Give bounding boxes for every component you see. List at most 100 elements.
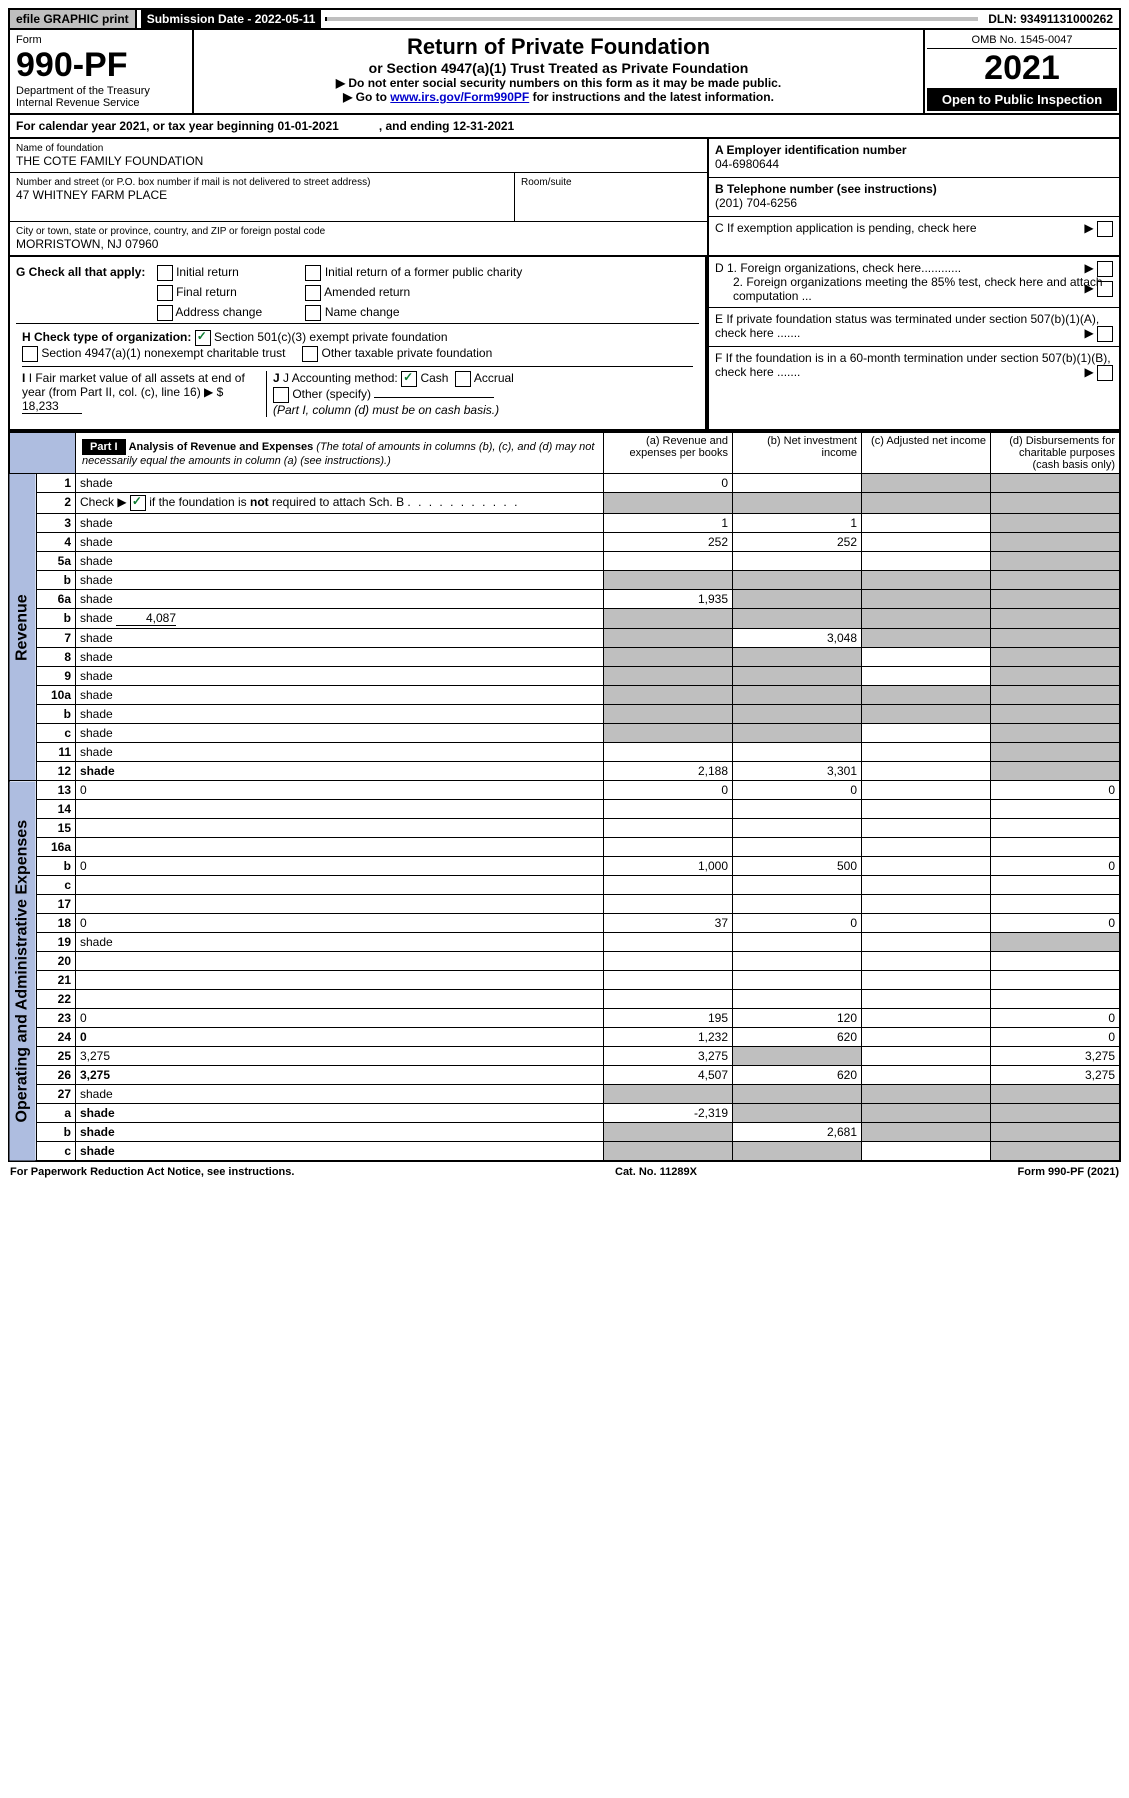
line-desc: shade <box>76 1104 604 1123</box>
cell-value <box>604 800 733 819</box>
line-desc: shade <box>76 533 604 552</box>
j-accrual-checkbox[interactable] <box>455 371 471 387</box>
cell-value: 0 <box>604 781 733 800</box>
table-row: 3shade11 <box>9 514 1120 533</box>
checks-block: G Check all that apply: Initial return F… <box>8 257 1121 431</box>
line-desc: shade <box>76 552 604 571</box>
table-row: 5ashade <box>9 552 1120 571</box>
schb-checkbox[interactable] <box>130 495 146 511</box>
e-checkbox[interactable] <box>1097 326 1113 342</box>
g-initial-former-checkbox[interactable] <box>305 265 321 281</box>
h-501c3-checkbox[interactable] <box>195 330 211 346</box>
table-row: 22 <box>9 990 1120 1009</box>
cell-value: 0 <box>991 914 1121 933</box>
cell-value <box>862 762 991 781</box>
line-desc <box>76 819 604 838</box>
cell-shaded <box>733 571 862 590</box>
exemption-row: C If exemption application is pending, c… <box>709 217 1119 255</box>
cell-shaded <box>991 1085 1121 1104</box>
cell-value <box>862 514 991 533</box>
cell-shaded <box>862 1104 991 1123</box>
cell-shaded <box>991 1142 1121 1162</box>
table-row: 17 <box>9 895 1120 914</box>
h-4947-checkbox[interactable] <box>22 346 38 362</box>
submission-date-spacer <box>325 17 978 21</box>
part-i-title: Analysis of Revenue and Expenses <box>129 441 314 453</box>
submission-date-label: Submission Date - 2022-05-11 <box>141 10 322 28</box>
cell-value: 3,301 <box>733 762 862 781</box>
line-desc: shade <box>76 743 604 762</box>
e-label: E If private foundation status was termi… <box>715 312 1099 340</box>
cell-shaded <box>733 590 862 609</box>
form-box: Form 990-PF Department of the Treasury I… <box>10 30 194 113</box>
table-row: 20 <box>9 952 1120 971</box>
j-label: J Accounting method: <box>283 371 398 385</box>
table-row: c <box>9 876 1120 895</box>
footer-left: For Paperwork Reduction Act Notice, see … <box>10 1166 294 1178</box>
line-desc: shade <box>76 648 604 667</box>
g-amended-checkbox[interactable] <box>305 285 321 301</box>
cell-shaded <box>991 533 1121 552</box>
cell-shaded <box>604 629 733 648</box>
d1-checkbox[interactable] <box>1097 261 1113 277</box>
phone-value: (201) 704-6256 <box>715 196 797 210</box>
cell-value: 3,048 <box>733 629 862 648</box>
cell-value <box>862 990 991 1009</box>
name-label: Name of foundation <box>16 143 701 154</box>
cell-value <box>862 1066 991 1085</box>
cell-value <box>733 895 862 914</box>
hij-box: H Check type of organization: Section 50… <box>16 323 699 423</box>
cell-value <box>733 876 862 895</box>
table-row: bshade <box>9 571 1120 590</box>
h-other-checkbox[interactable] <box>302 346 318 362</box>
c-checkbox[interactable] <box>1097 221 1113 237</box>
cell-value <box>733 971 862 990</box>
cell-shaded <box>991 762 1121 781</box>
table-row: cshade <box>9 724 1120 743</box>
line-number: 7 <box>37 629 76 648</box>
form-note-ssn: ▶ Do not enter social security numbers o… <box>198 76 919 90</box>
j-other-checkbox[interactable] <box>273 387 289 403</box>
line-number: 22 <box>37 990 76 1009</box>
side-label: Revenue <box>9 474 37 781</box>
line-number: b <box>37 571 76 590</box>
cell-shaded <box>604 609 733 629</box>
g-final-checkbox[interactable] <box>157 285 173 301</box>
cell-shaded <box>991 686 1121 705</box>
table-row: 6ashade1,935 <box>9 590 1120 609</box>
cell-value <box>991 990 1121 1009</box>
cell-value: 1 <box>733 514 862 533</box>
table-row: 263,2754,5076203,275 <box>9 1066 1120 1085</box>
cell-shaded <box>604 686 733 705</box>
form-title: Return of Private Foundation <box>198 34 919 60</box>
efile-print-button[interactable]: efile GRAPHIC print <box>10 10 137 28</box>
line-desc: 0 <box>76 1009 604 1028</box>
cell-value <box>604 876 733 895</box>
g-initial-checkbox[interactable] <box>157 265 173 281</box>
cell-value: 0 <box>733 914 862 933</box>
j-cash-checkbox[interactable] <box>401 371 417 387</box>
line-number: 17 <box>37 895 76 914</box>
irs-link[interactable]: www.irs.gov/Form990PF <box>390 90 529 104</box>
line-desc: shade <box>76 724 604 743</box>
table-row: bshade <box>9 705 1120 724</box>
cell-shaded <box>862 590 991 609</box>
line-number: c <box>37 1142 76 1162</box>
cell-shaded <box>991 552 1121 571</box>
g-address-checkbox[interactable] <box>157 305 173 321</box>
form-number: 990-PF <box>16 46 186 85</box>
cell-value <box>862 648 991 667</box>
line-desc: 0 <box>76 1028 604 1047</box>
table-row: 16a <box>9 838 1120 857</box>
table-row: ashade-2,319 <box>9 1104 1120 1123</box>
cell-value <box>862 895 991 914</box>
cell-value <box>604 990 733 1009</box>
g-namechange-checkbox[interactable] <box>305 305 321 321</box>
cell-value: 37 <box>604 914 733 933</box>
f-checkbox[interactable] <box>1097 365 1113 381</box>
d2-checkbox[interactable] <box>1097 281 1113 297</box>
table-row: bshade 4,087 <box>9 609 1120 629</box>
line-number: 18 <box>37 914 76 933</box>
cell-value: 0 <box>991 857 1121 876</box>
cell-value <box>862 876 991 895</box>
